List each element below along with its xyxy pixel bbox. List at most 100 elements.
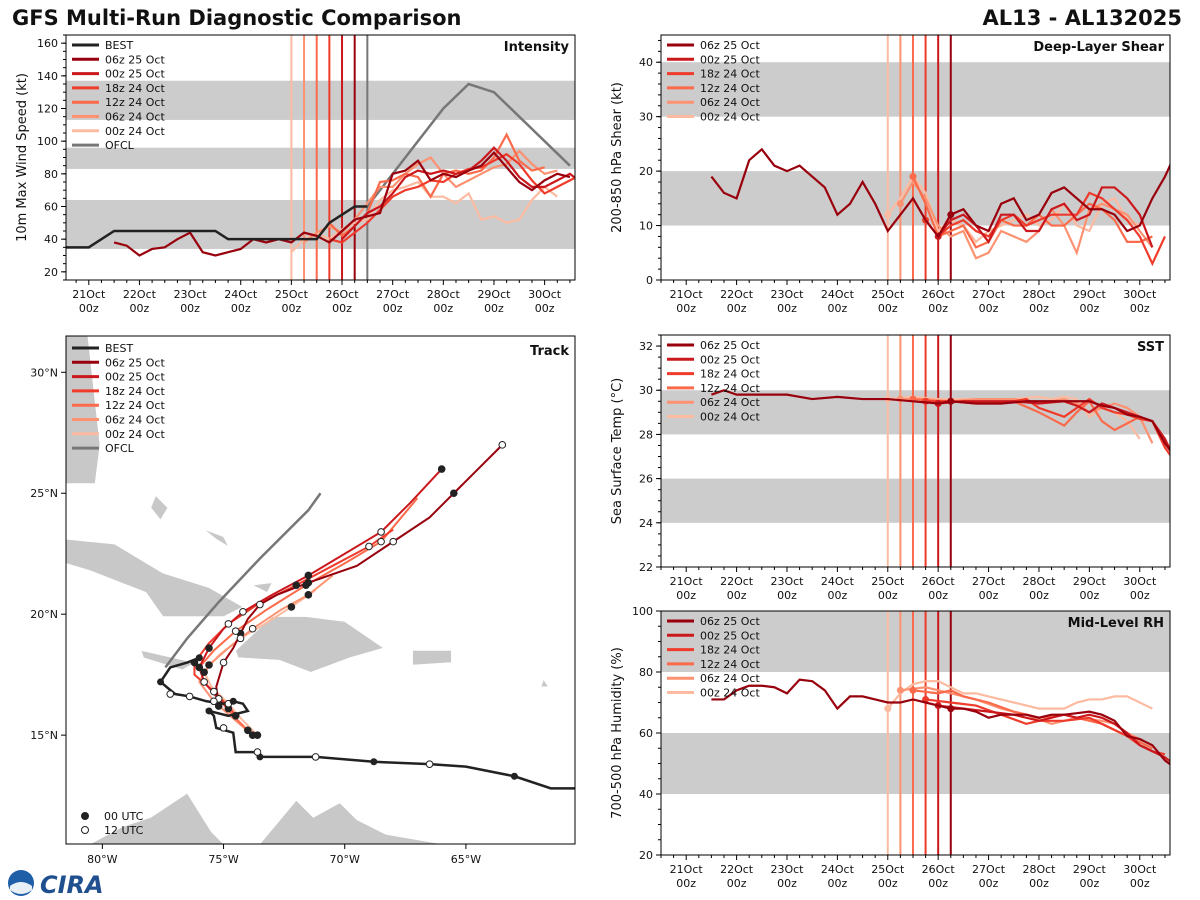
track-marker: [248, 624, 257, 633]
x-tick-label: 00z: [281, 302, 301, 315]
x-tick-label: 00z: [1130, 589, 1150, 602]
track-marker: [239, 607, 247, 616]
x-tick-label: 00z: [332, 302, 352, 315]
track-marker: [302, 581, 310, 589]
y-tick-label: 10: [639, 220, 653, 233]
legend-label: 12z 24 Oct: [105, 399, 165, 412]
x-tick-label: 00z: [928, 877, 948, 890]
y-tick-label: 20: [44, 266, 58, 279]
legend-label: 00z 24 Oct: [700, 111, 760, 124]
y-tick-label: 26: [639, 473, 653, 486]
y-tick-label: 40: [44, 233, 58, 246]
y-tick-label: 80: [44, 168, 58, 181]
land-polygon: [251, 582, 273, 593]
x-tick-label: 29Oct: [1073, 575, 1107, 588]
x-tick-label: 75°W: [208, 853, 238, 866]
series-line: [711, 389, 1170, 453]
shade-band: [66, 199, 575, 249]
y-tick-label: 20: [639, 849, 653, 862]
best-track-line: [158, 656, 575, 790]
legend-label: 00z 24 Oct: [105, 428, 165, 441]
legend-label: 06z 24 Oct: [700, 672, 760, 685]
y-tick-label: 60: [44, 201, 58, 214]
track-marker: [450, 489, 458, 498]
x-tick-label: 23Oct: [770, 288, 804, 301]
x-tick-label: 00z: [130, 302, 150, 315]
legend-label: 00z 25 Oct: [700, 53, 760, 66]
x-tick-label: 27Oct: [972, 288, 1006, 301]
x-tick-label: 00z: [79, 302, 99, 315]
y-tick-label: 120: [37, 103, 58, 116]
x-tick-label: 00z: [777, 302, 797, 315]
y-tick-label: 22: [639, 561, 653, 574]
x-tick-label: 70°W: [330, 853, 360, 866]
x-tick-label: 30Oct: [1123, 575, 1157, 588]
track-marker: [287, 603, 296, 611]
x-tick-label: 00z: [1130, 877, 1150, 890]
legend-label: OFCL: [105, 139, 135, 152]
x-tick-label: 23Oct: [174, 288, 208, 301]
model-track-line: [198, 574, 334, 736]
x-tick-label: 26Oct: [922, 575, 956, 588]
x-tick-label: 00z: [878, 589, 898, 602]
series-line: [924, 191, 1166, 267]
marker-legend-label: 12 UTC: [104, 824, 144, 837]
land-polygon: [259, 800, 442, 844]
legend-label: 00z 24 Oct: [700, 687, 760, 700]
init-dot: [896, 200, 904, 208]
panel-title: SST: [1137, 340, 1164, 355]
x-tick-label: 00z: [676, 589, 696, 602]
x-tick-label: 00z: [878, 877, 898, 890]
x-tick-label: 22Oct: [720, 863, 754, 876]
legend-label: 06z 25 Oct: [700, 615, 760, 628]
legend-label: 06z 25 Oct: [105, 356, 165, 369]
track-marker: [292, 581, 301, 589]
x-tick-label: 21Oct: [670, 863, 704, 876]
best-marker-00utc: [229, 697, 237, 705]
best-marker-12utc: [311, 753, 320, 761]
ofcl-line: [366, 82, 571, 208]
x-tick-label: 21Oct: [72, 288, 106, 301]
legend-label: 18z 24 Oct: [105, 82, 165, 95]
legend-label: 00z 25 Oct: [105, 371, 165, 384]
best-marker-12utc: [185, 692, 194, 701]
x-tick-label: 00z: [727, 877, 747, 890]
legend-label: 12z 24 Oct: [700, 382, 760, 395]
panel-title: Mid-Level RH: [1068, 616, 1164, 631]
legend-label: BEST: [105, 39, 133, 52]
marker-legend-symbol: [81, 826, 89, 834]
best-marker-12utc: [166, 690, 175, 698]
x-tick-label: 26Oct: [326, 288, 360, 301]
page-title: GFS Multi-Run Diagnostic Comparison: [12, 6, 462, 30]
legend-label: 12z 24 Oct: [700, 658, 760, 671]
best-marker-12utc: [253, 748, 262, 756]
x-tick-label: 00z: [979, 302, 999, 315]
shear-chart: 01020304021Oct00z22Oct00z23Oct00z24Oct00…: [610, 34, 1171, 315]
legend-label: 18z 24 Oct: [700, 644, 760, 657]
x-tick-label: 00z: [727, 589, 747, 602]
track-marker: [190, 658, 199, 667]
x-tick-label: 29Oct: [1073, 863, 1107, 876]
init-dot: [947, 705, 955, 713]
y-axis-label: 700-500 hPa Humidity (%): [610, 647, 625, 819]
legend-label: 00z 24 Oct: [700, 411, 760, 424]
init-dot: [947, 397, 955, 405]
x-tick-label: 00z: [827, 877, 847, 890]
plot-area: [661, 35, 1170, 280]
y-tick-label: 30: [639, 384, 653, 397]
x-tick-label: 00z: [979, 589, 999, 602]
y-tick-label: 32: [639, 340, 653, 353]
best-marker-12utc: [425, 760, 434, 768]
x-tick-label: 00z: [1079, 302, 1099, 315]
x-tick-label: 23Oct: [770, 575, 804, 588]
shade-band: [66, 147, 575, 169]
x-tick-label: 00z: [1079, 877, 1099, 890]
land-polygon: [540, 678, 549, 688]
model-track-line: [198, 468, 443, 710]
plot-area: [661, 335, 1170, 567]
x-tick-label: 22Oct: [720, 288, 754, 301]
x-tick-label: 27Oct: [376, 288, 410, 301]
x-tick-label: 80°W: [87, 853, 117, 866]
legend-label: 00z 25 Oct: [700, 629, 760, 642]
land-polygon: [66, 336, 101, 484]
